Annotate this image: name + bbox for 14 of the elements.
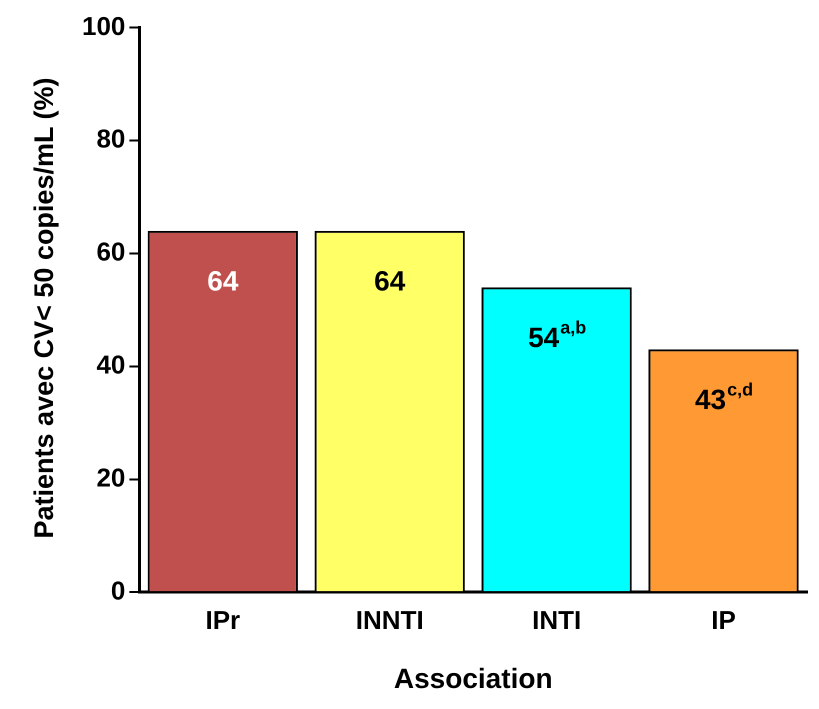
data-label: 64 [207,266,239,297]
y-tick-label: 0 [110,575,126,606]
x-axis-title: Association [394,662,553,694]
y-axis-title: Patients avec CV< 50 copies/mL (%) [29,76,59,540]
y-tick-label: 100 [82,10,126,41]
y-tick-label: 60 [96,236,126,267]
y-tick-label: 40 [96,350,126,380]
x-tick-label: INNTI [356,604,424,635]
x-tick-label: IPr [205,604,240,635]
y-tick-label: 80 [96,124,126,154]
x-tick-label: IP [711,604,736,635]
data-label: 64 [374,266,406,297]
y-tick-label: 20 [96,462,126,492]
x-tick-label: INTI [532,604,582,635]
